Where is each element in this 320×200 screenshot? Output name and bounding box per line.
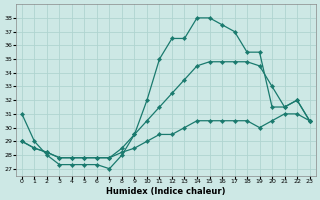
X-axis label: Humidex (Indice chaleur): Humidex (Indice chaleur) bbox=[106, 187, 226, 196]
